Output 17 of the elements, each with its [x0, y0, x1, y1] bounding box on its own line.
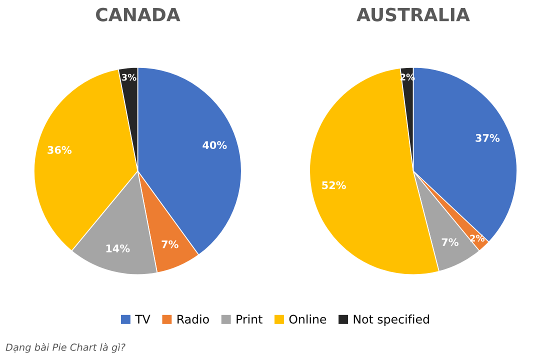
legend-label: Print [236, 314, 262, 324]
data-label: 7% [162, 240, 178, 248]
legend-label: Online [289, 314, 326, 324]
data-label: 2% [470, 234, 485, 242]
data-label: 40% [202, 141, 227, 150]
legend-label: TV [135, 314, 150, 324]
legend-label: Not specified [354, 314, 429, 326]
data-label: 37% [476, 134, 500, 142]
text: Dạng bài Pie Chart là gì? [6, 343, 126, 353]
data-label: 14% [106, 244, 130, 252]
legend-label: Radio [178, 314, 209, 324]
data-label: 3% [122, 74, 136, 81]
data-label: 7% [442, 238, 458, 246]
chart-title: AUSTRALIA [356, 8, 470, 22]
data-label: 52% [322, 181, 346, 190]
chart-title: CANADA [96, 8, 180, 22]
data-label: 36% [48, 146, 72, 154]
